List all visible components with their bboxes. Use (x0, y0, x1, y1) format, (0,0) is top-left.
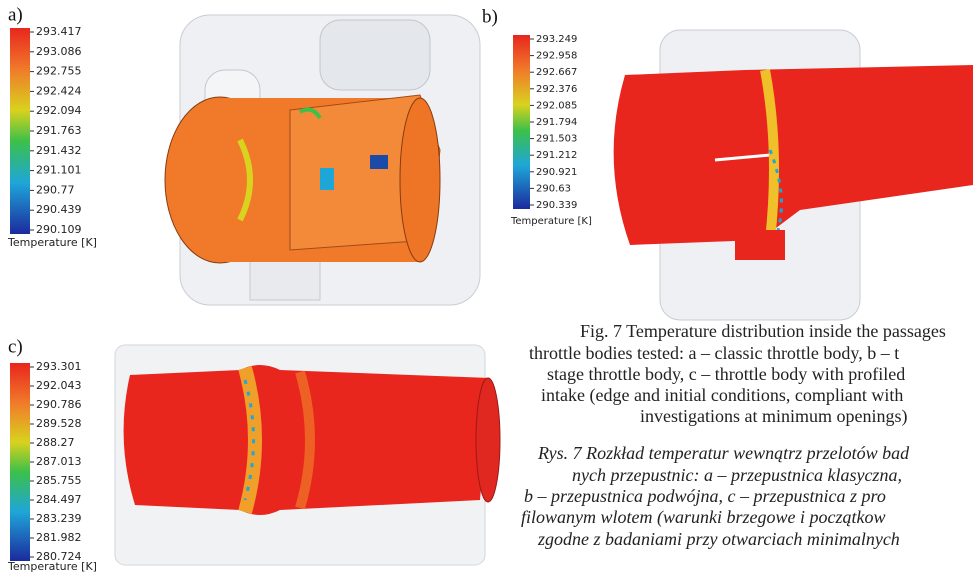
caption-line-polish: zgodne z badaniami przy otwarciach minim… (537, 529, 900, 549)
colorbar-tick-label: 292.667 (536, 67, 577, 78)
colorbar-tick-label: 285.755 (36, 474, 82, 487)
caption-line: stage throttle body, c – throttle body w… (547, 364, 905, 384)
colorbar-tick-label: 290.63 (536, 183, 571, 194)
colorbar-tick-label: 290.921 (536, 167, 577, 178)
colorbar (10, 363, 30, 561)
caption-line-polish: nych przepustnic: a – przepustnica klasy… (572, 465, 902, 485)
colorbar-tick-label: 293.086 (36, 45, 82, 58)
colorbar-tick-label: 292.085 (536, 100, 577, 111)
simulation-image-b (614, 30, 973, 320)
colorbar-tick-label: 293.417 (36, 25, 82, 38)
colorbar-tick-label: 290.109 (36, 223, 82, 236)
colorbar-tick-label: 290.439 (36, 203, 82, 216)
colorbar-title: Temperature [K] (510, 216, 592, 227)
colorbar-tick-label: 290.77 (36, 183, 75, 196)
colorbar-tick-label: 281.982 (36, 531, 82, 544)
colorbar-tick-label: 292.043 (36, 379, 82, 392)
panel-label: b) (482, 6, 498, 27)
colorbar-tick-label: 283.239 (36, 512, 82, 525)
caption-line-polish: Rys. 7 Rozkład temperatur wewnątrz przel… (537, 443, 910, 463)
colorbar-tick-label: 291.794 (536, 117, 577, 128)
colorbar (513, 35, 530, 209)
caption-line: investigations at minimum openings) (640, 406, 907, 427)
panel-label: c) (8, 336, 23, 357)
caption-line: intake (edge and initial conditions, com… (541, 385, 903, 406)
caption-line: throttle bodies tested: a – classic thro… (529, 343, 899, 363)
colorbar-tick-label: 293.301 (36, 360, 82, 373)
colorbar-tick-label: 287.013 (36, 455, 82, 468)
colorbar-tick-label: 288.27 (36, 436, 75, 449)
page: a) 293.417 293.086 292.755 292.424 292.094 291… (0, 0, 973, 576)
simulation-image-a (165, 15, 480, 305)
colorbar-tick-label: 291.432 (36, 144, 82, 157)
colorbar-tick-label: 292.424 (36, 84, 82, 97)
caption-line: Fig. 7 Temperature distribution inside t… (580, 321, 946, 341)
colorbar-tick-label: 290.786 (36, 398, 82, 411)
colorbar-tick-label: 292.755 (36, 65, 82, 78)
caption: Fig. 7 Temperature distribution inside t… (521, 321, 946, 549)
colorbar-title: Temperature [K] (7, 560, 97, 573)
colorbar-tick-label: 292.376 (536, 84, 577, 95)
simulation-image-c (115, 345, 500, 565)
colorbar-tick-label: 292.958 (536, 51, 577, 62)
caption-line-polish: filowanym wlotem (warunki brzegowe i poc… (521, 507, 885, 528)
colorbar-tick-label: 293.249 (536, 34, 577, 45)
colorbar-tick-label: 291.101 (36, 164, 82, 177)
colorbar-tick-label: 291.503 (536, 134, 577, 145)
colorbar (10, 28, 30, 234)
colorbar-tick-label: 284.497 (36, 493, 82, 506)
colorbar-tick-label: 291.763 (36, 124, 82, 137)
panel-label: a) (8, 4, 23, 25)
colorbar-tick-label: 290.339 (536, 200, 577, 211)
colorbar-tick-label: 292.094 (36, 104, 82, 117)
caption-line-polish: b – przepustnica podwójna, c – przepustn… (524, 486, 886, 506)
colorbar-title: Temperature [K] (7, 236, 97, 249)
figure: a) 293.417 293.086 292.755 292.424 292.094 291… (0, 0, 973, 576)
colorbar-tick-label: 289.528 (36, 417, 82, 430)
colorbar-tick-label: 291.212 (536, 150, 577, 161)
